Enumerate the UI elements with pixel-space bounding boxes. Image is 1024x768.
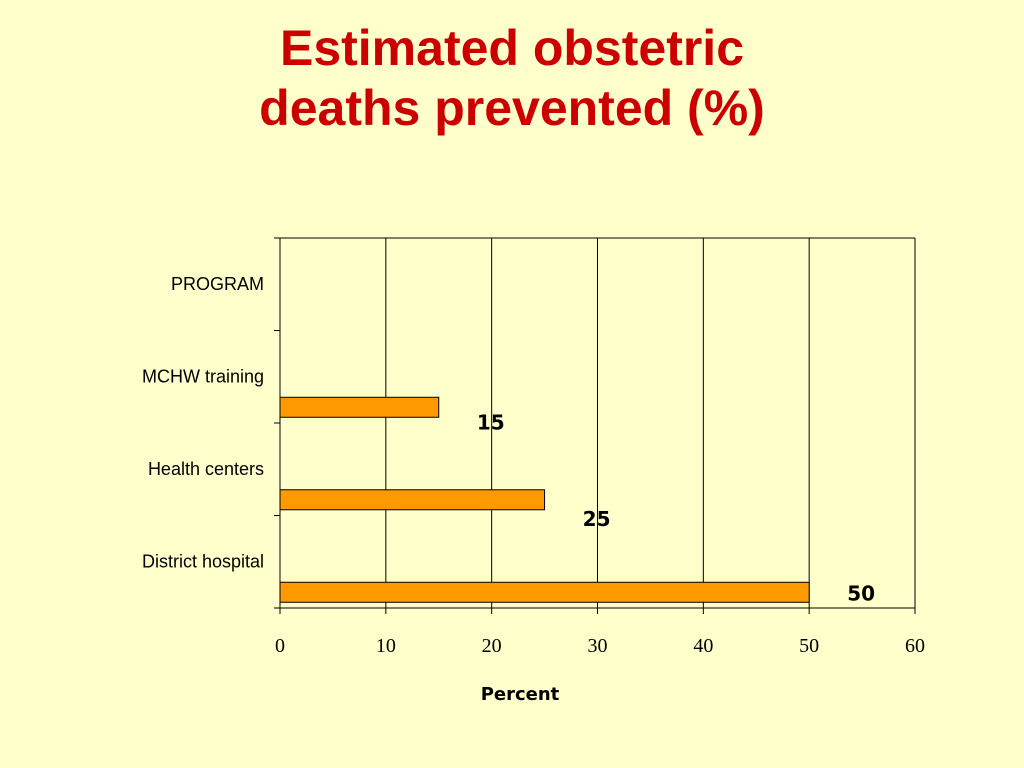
gridlines (279, 238, 916, 608)
axes (274, 237, 916, 614)
bar (279, 396, 440, 418)
x-tick-label: 10 (376, 635, 396, 657)
x-tick-label: 30 (588, 635, 608, 657)
bars (279, 396, 810, 603)
x-tick-label: 50 (799, 635, 819, 657)
data-label: 25 (583, 507, 611, 531)
category-label: Health centers (148, 459, 264, 479)
x-tick-label: 0 (275, 635, 285, 657)
data-label: 15 (477, 410, 505, 434)
bar (279, 489, 546, 511)
x-tick-label: 20 (482, 635, 502, 657)
category-label: PROGRAM (171, 274, 264, 294)
category-label: MCHW training (142, 367, 264, 387)
data-label: 50 (847, 581, 875, 605)
bar (279, 581, 810, 603)
labels: 0 10 20 30 40 50 60 PROGRAM MCHW training 15 Healt… (142, 274, 925, 657)
x-axis-title: Percent (481, 684, 560, 705)
chart-title-line2: deaths prevented (%) (259, 80, 765, 136)
x-tick-label: 60 (905, 635, 925, 657)
chart-title-line1: Estimated obstetric (279, 20, 744, 76)
chart-title: Estimated obstetric deaths prevented (%) (0, 18, 1024, 138)
category-label: District hospital (142, 552, 264, 572)
x-tick-label: 40 (693, 635, 713, 657)
